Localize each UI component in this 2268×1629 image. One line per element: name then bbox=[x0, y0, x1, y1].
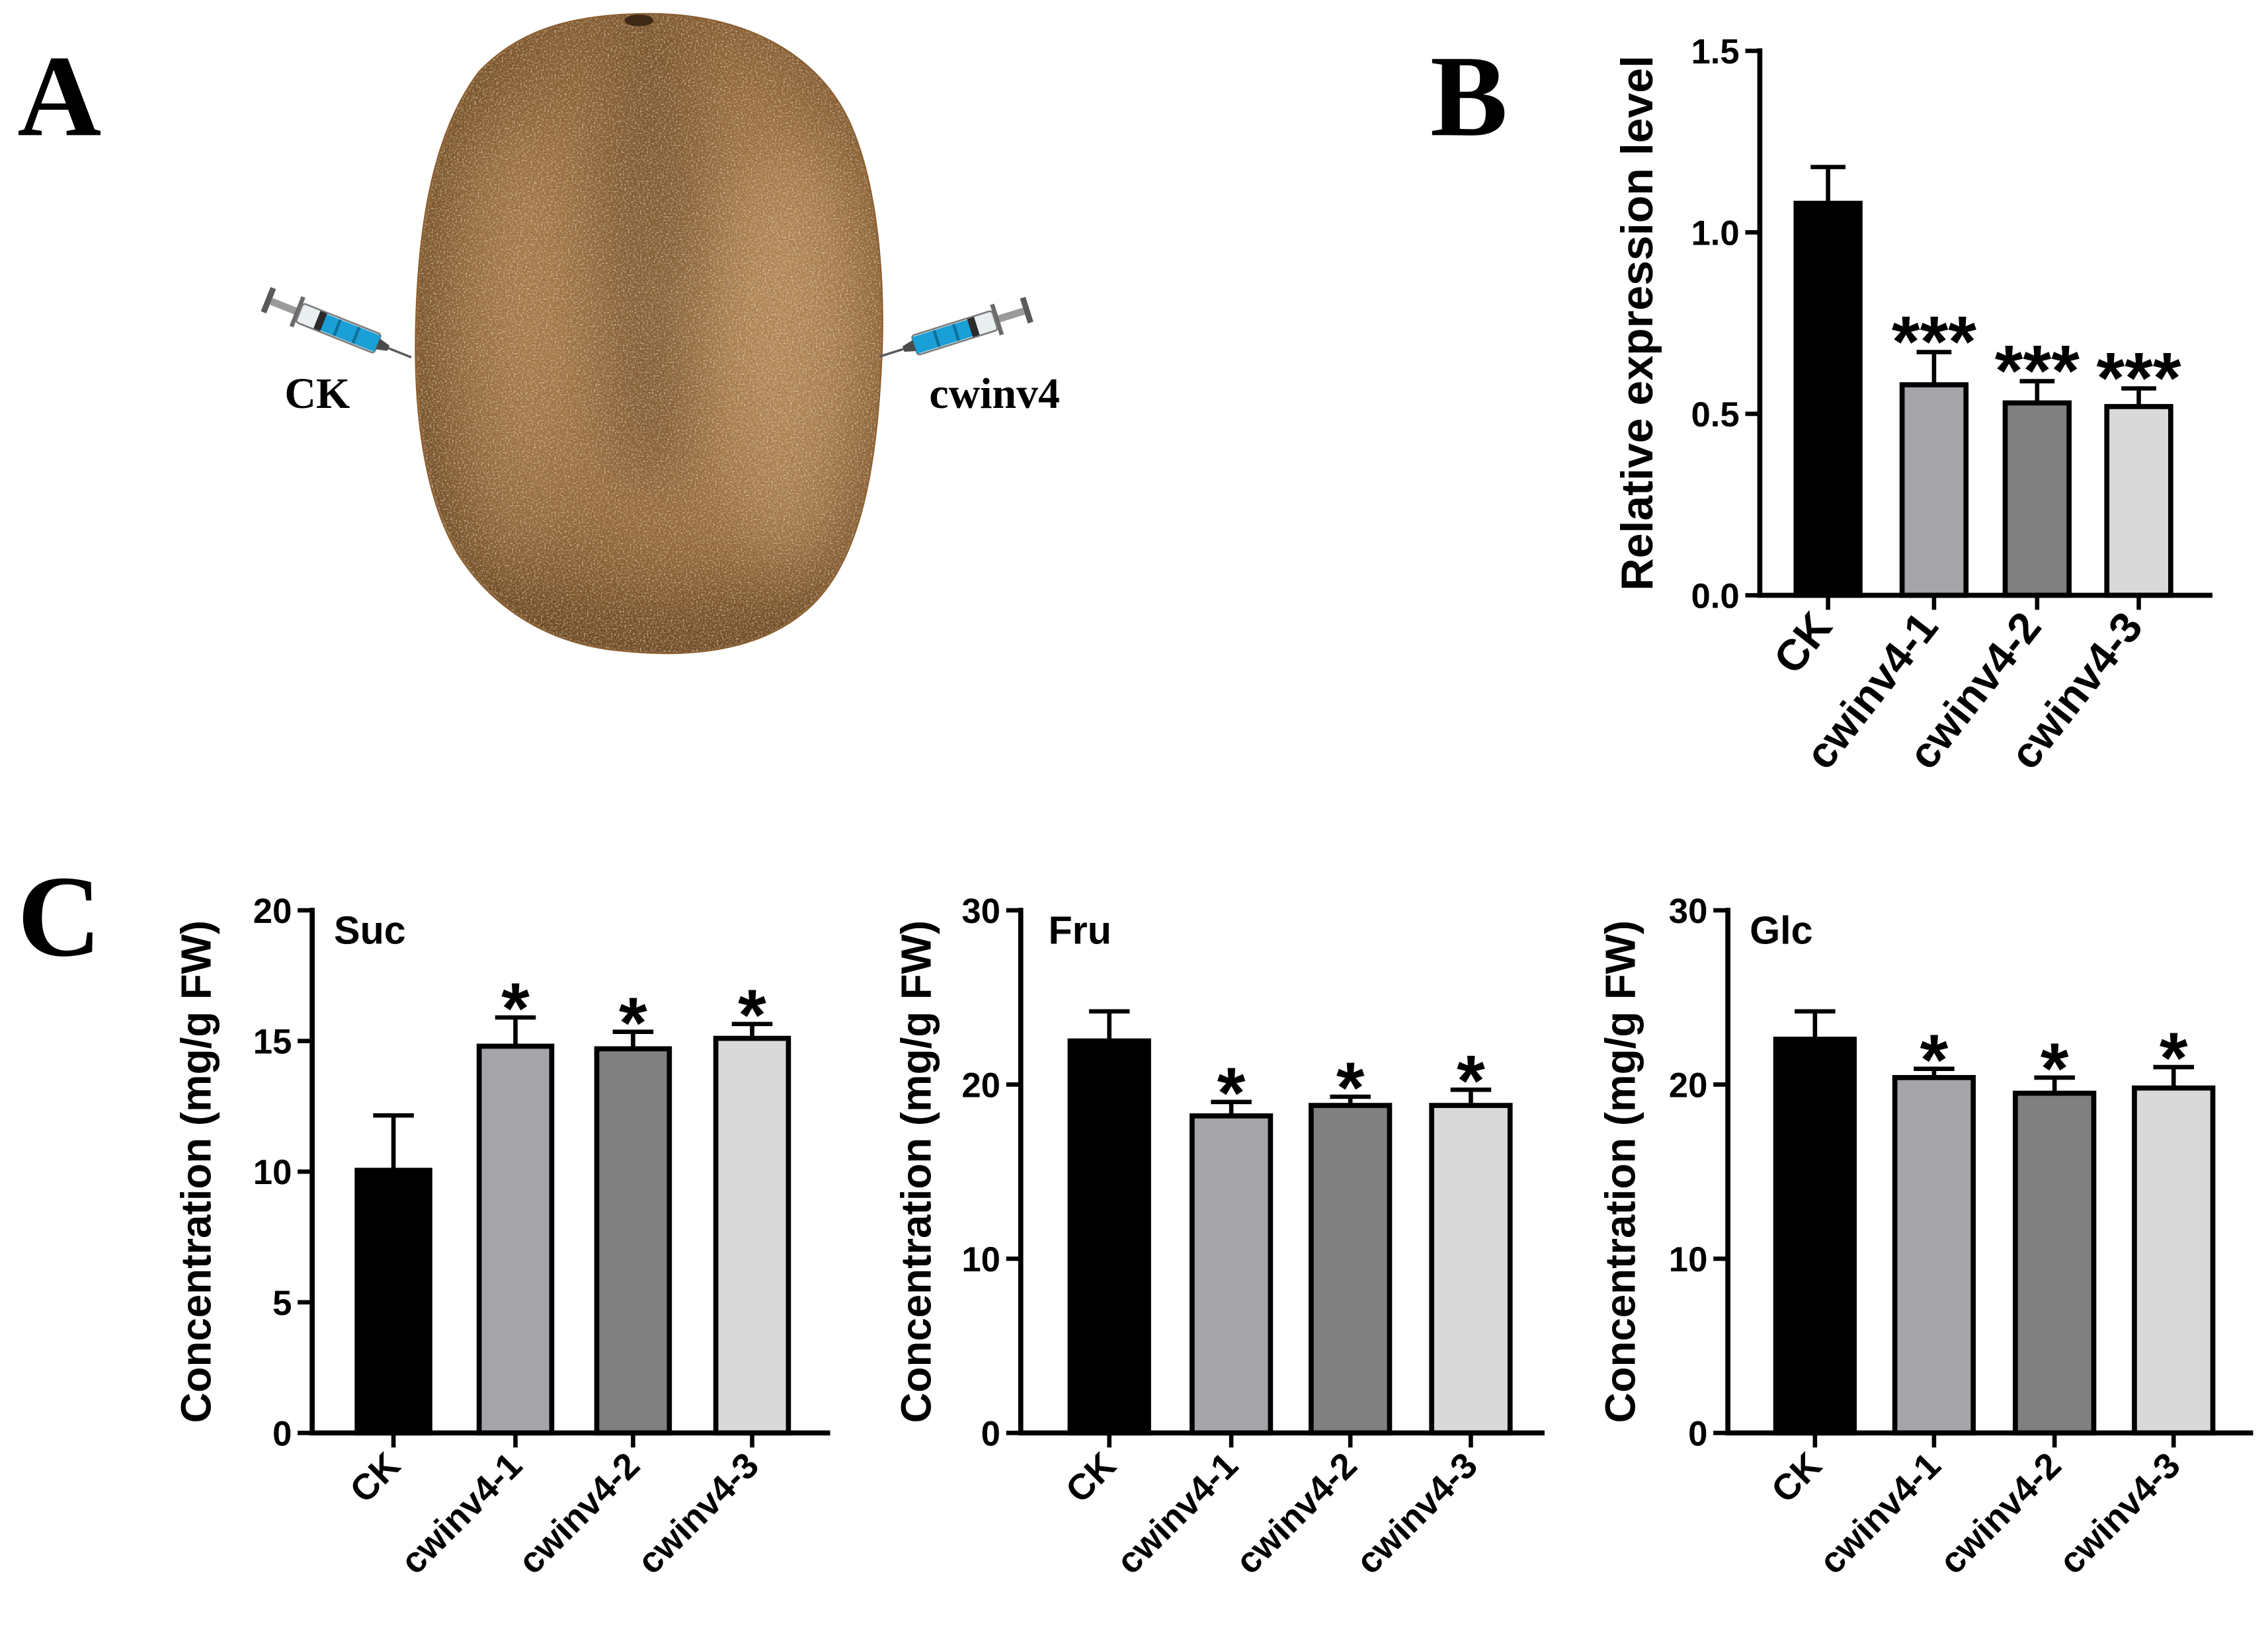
chart-glc-significance-marker-2: * bbox=[2041, 1029, 2069, 1109]
chart-b-significance-marker-3: *** bbox=[2096, 338, 2181, 418]
panel-label-c: C bbox=[17, 852, 101, 980]
chart-suc-x-tick-label-2: cwinv4-2 bbox=[510, 1445, 647, 1582]
chart-b-bar-3 bbox=[2104, 404, 2173, 598]
chart-b-bar-2 bbox=[2002, 400, 2072, 598]
chart-suc-significance-marker-3: * bbox=[738, 975, 766, 1056]
chart-b: CK***cwinv4-1***cwinv4-2***cwinv4-30.00.… bbox=[1612, 32, 2213, 778]
chart-glc-error-bar-0 bbox=[1795, 1009, 1836, 1039]
chart-suc-x-tick-label-0: CK bbox=[342, 1445, 408, 1511]
chart-glc-y-tick-label-1: 10 bbox=[1669, 1240, 1708, 1279]
chart-fru-y-tick-label-1: 10 bbox=[961, 1240, 1000, 1279]
chart-b-error-bar-3 bbox=[2121, 386, 2156, 407]
chart-glc-y-tick-label-3: 30 bbox=[1669, 892, 1708, 931]
chart-glc-bar-2 bbox=[2013, 1090, 2097, 1436]
chart-b-error-bar-1 bbox=[1916, 350, 1952, 385]
chart-glc-significance-marker-1: * bbox=[1920, 1020, 1949, 1101]
chart-fru-y-tick-label-2: 20 bbox=[961, 1066, 1000, 1105]
treatment-injection-label: cwinv4 bbox=[929, 370, 1060, 418]
chart-b-significance-marker-2: *** bbox=[1995, 331, 2080, 411]
chart-b-y-tick-label-1: 0.5 bbox=[1691, 395, 1739, 434]
chart-fru-bar-3 bbox=[1429, 1103, 1513, 1436]
chart-glc-bar-1 bbox=[1892, 1075, 1976, 1436]
chart-fru: CK * cwinv4-1 * cwinv4-2 * cwinv4-3 0 10 20 30 Conc… bbox=[893, 892, 1545, 1582]
chart-fru-error-bar-0 bbox=[1088, 1009, 1130, 1041]
chart-glc-x-tick-label-0: CK bbox=[1763, 1445, 1830, 1511]
chart-fru-bar-0 bbox=[1067, 1038, 1151, 1436]
chart-suc-y-tick-label-2: 10 bbox=[253, 1153, 292, 1192]
chart-suc-bar-1 bbox=[476, 1043, 555, 1436]
chart-fru-x-tick-label-2: cwinv4-2 bbox=[1227, 1445, 1365, 1582]
kiwifruit-illustration bbox=[415, 13, 883, 655]
chart-suc-error-bar-1 bbox=[495, 1015, 536, 1047]
chart-fru-significance-marker-3: * bbox=[1457, 1041, 1485, 1121]
chart-glc-error-bar-3 bbox=[2153, 1064, 2195, 1088]
chart-b-y-tick-label-2: 1.0 bbox=[1691, 214, 1739, 253]
chart-b-error-bar-2 bbox=[2019, 379, 2055, 403]
chart-fru-x-tick-label-0: CK bbox=[1057, 1445, 1123, 1511]
chart-suc-title: Suc bbox=[334, 908, 406, 952]
chart-fru-significance-marker-2: * bbox=[1336, 1048, 1365, 1129]
chart-b-x-tick-label-0: CK bbox=[1764, 603, 1842, 683]
chart-suc-bar-0 bbox=[354, 1168, 432, 1436]
chart-glc-title: Glc bbox=[1750, 908, 1813, 952]
chart-fru-x-tick-label-3: cwinv4-3 bbox=[1348, 1445, 1485, 1582]
chart-glc-bar-0 bbox=[1773, 1037, 1857, 1436]
chart-suc-y-tick-label-0: 0 bbox=[272, 1414, 292, 1453]
chart-suc-y-tick-label-3: 15 bbox=[253, 1023, 292, 1062]
chart-suc-y-tick-label-1: 5 bbox=[272, 1284, 292, 1323]
panel-label-a: A bbox=[17, 31, 101, 160]
chart-suc-significance-marker-1: * bbox=[501, 969, 530, 1049]
chart-b-error-bar-0 bbox=[1810, 165, 1845, 204]
chart-fru-y-tick-label-0: 0 bbox=[981, 1414, 1000, 1453]
chart-glc-x-tick-label-2: cwinv4-2 bbox=[1931, 1445, 2069, 1582]
chart-glc-y-tick-label-0: 0 bbox=[1688, 1414, 1707, 1453]
chart-suc-bar-2 bbox=[594, 1046, 672, 1436]
chart-fru-bar-2 bbox=[1309, 1103, 1393, 1436]
chart-suc-error-bar-2 bbox=[612, 1029, 654, 1049]
chart-b-bar-1 bbox=[1899, 382, 1969, 598]
chart-suc-y-axis-label: Concentration (mg/g FW) bbox=[173, 920, 220, 1423]
chart-fru-y-axis-label: Concentration (mg/g FW) bbox=[893, 920, 940, 1423]
chart-fru-bar-1 bbox=[1189, 1113, 1274, 1436]
chart-glc-error-bar-2 bbox=[2034, 1075, 2075, 1093]
left-syringe-icon bbox=[259, 283, 419, 374]
chart-fru-y-tick-label-3: 30 bbox=[961, 892, 1000, 931]
chart-glc-significance-marker-3: * bbox=[2160, 1018, 2188, 1099]
chart-fru-significance-marker-1: * bbox=[1217, 1053, 1246, 1134]
chart-b-y-tick-label-0: 0.0 bbox=[1691, 576, 1739, 616]
chart-b-bar-0 bbox=[1793, 200, 1863, 598]
chart-suc-bar-3 bbox=[713, 1035, 791, 1436]
chart-suc-error-bar-0 bbox=[373, 1113, 414, 1171]
chart-suc-y-tick-label-4: 20 bbox=[253, 892, 292, 931]
chart-glc-x-tick-label-1: cwinv4-1 bbox=[1811, 1445, 1949, 1582]
chart-suc: CK * cwinv4-1 * cwinv4-2 * cwinv4-3 0 5 10 15 20 Con… bbox=[173, 892, 830, 1582]
right-syringe-icon bbox=[873, 293, 1035, 373]
chart-b-y-axis-label: Relative expression level bbox=[1612, 56, 1662, 591]
chart-suc-significance-marker-2: * bbox=[619, 983, 647, 1064]
panel-label-b: B bbox=[1430, 31, 1508, 160]
chart-suc-x-tick-label-1: cwinv4-1 bbox=[392, 1445, 530, 1582]
chart-glc-y-axis-label: Concentration (mg/g FW) bbox=[1598, 920, 1644, 1423]
chart-suc-x-tick-label-3: cwinv4-3 bbox=[629, 1445, 766, 1582]
chart-fru-x-tick-label-1: cwinv4-1 bbox=[1108, 1445, 1246, 1582]
chart-glc-y-tick-label-2: 20 bbox=[1669, 1066, 1708, 1105]
chart-fru-title: Fru bbox=[1048, 908, 1111, 952]
chart-glc-x-tick-label-3: cwinv4-3 bbox=[2050, 1445, 2188, 1582]
chart-fru-error-bar-3 bbox=[1450, 1088, 1492, 1106]
control-injection-label: CK bbox=[284, 370, 350, 418]
chart-glc-bar-3 bbox=[2132, 1085, 2216, 1436]
chart-b-y-tick-label-3: 1.5 bbox=[1691, 32, 1739, 71]
chart-glc: CK * cwinv4-1 * cwinv4-2 * cwinv4-3 0 10 20 30 Conc… bbox=[1598, 892, 2253, 1582]
chart-b-significance-marker-1: *** bbox=[1892, 302, 1976, 383]
